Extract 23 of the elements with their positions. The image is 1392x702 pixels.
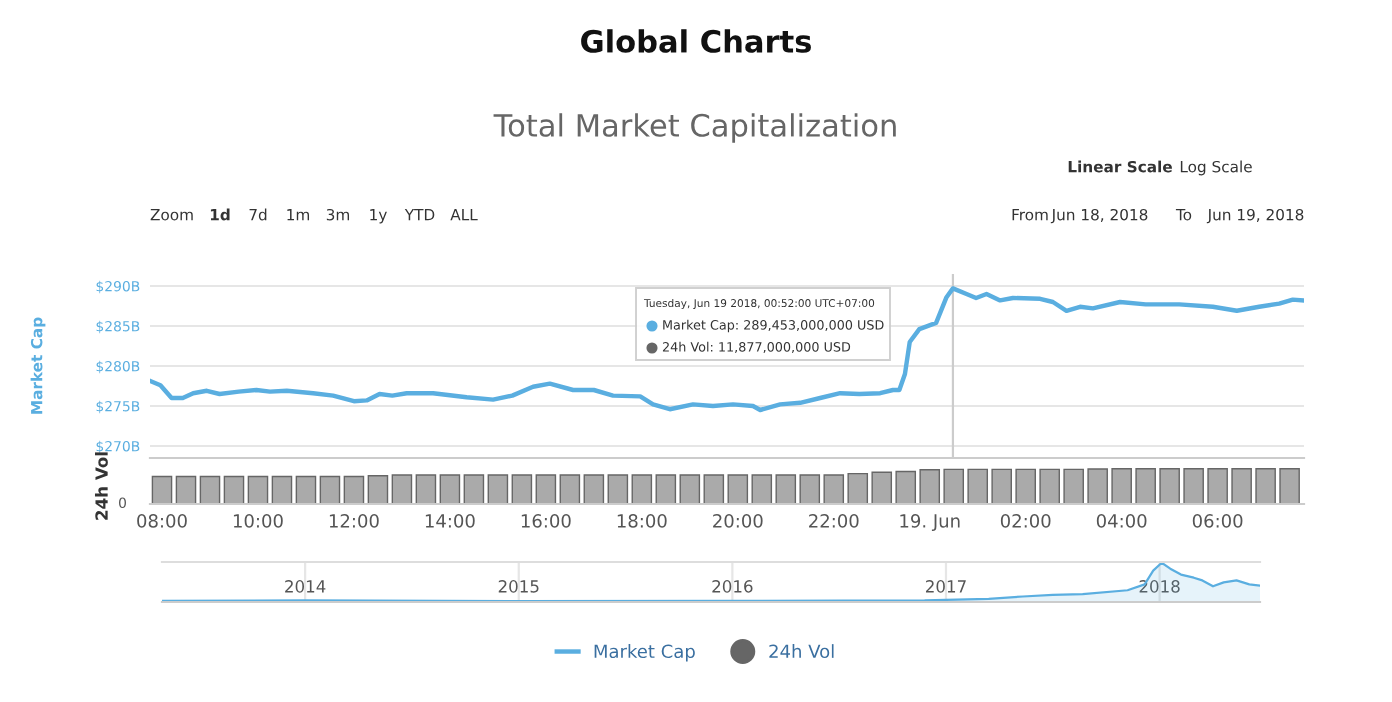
- x-tick-label: 18:00: [617, 514, 667, 528]
- x-tick-label: 2014: [285, 580, 326, 593]
- x-tick-label: 19. Jun: [900, 514, 960, 532]
- x-tick-label: 02:00: [1000, 514, 1051, 528]
- line-series: [150, 286, 1304, 413]
- x-tick-label: 2018: [1139, 580, 1180, 593]
- x-tick-label: 06:00: [1192, 514, 1243, 528]
- y-axis-title: 24h Vol: [94, 452, 108, 520]
- x-tick-label: 2015: [498, 580, 539, 593]
- chart-subtitle: Total Market Capitalization: [493, 113, 896, 143]
- x-tick-label: 08:00: [137, 514, 187, 528]
- x-tick-label: 22:00: [809, 514, 859, 528]
- legend-label: Market Cap: [594, 644, 695, 662]
- x-tick-label: 04:00: [1096, 514, 1147, 528]
- x-tick-label: 2016: [712, 580, 753, 593]
- x-tick-label: 12:00: [329, 514, 379, 528]
- x-tick-label: 20:00: [713, 514, 763, 528]
- x-tick-label: 16:00: [521, 514, 571, 528]
- chart-title: Global Charts: [581, 29, 811, 53]
- x-tick-label: 14:00: [425, 514, 475, 528]
- x-tick-label: 2017: [925, 580, 966, 593]
- legend-label: 24h Vol: [769, 644, 834, 659]
- x-tick-label: 10:00: [233, 514, 283, 528]
